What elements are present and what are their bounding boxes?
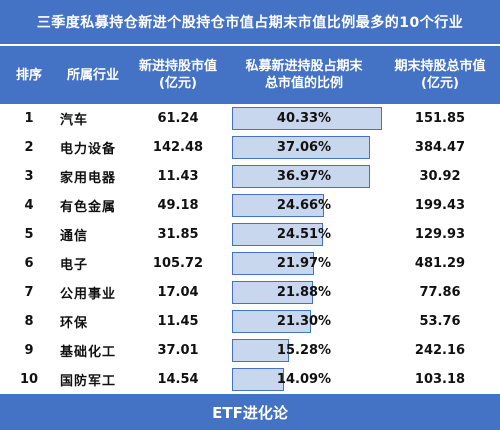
ratio-bar (232, 136, 370, 159)
cell-industry: 电子 (60, 258, 89, 273)
ratio-label: 21.97% (276, 256, 332, 271)
cell-rank: 10 (19, 372, 39, 387)
cell-industry: 环保 (60, 316, 89, 331)
cell-industry: 通信 (60, 229, 89, 244)
ratio-label: 24.66% (276, 198, 332, 213)
cell-ratio: 37.06% (228, 133, 380, 162)
cell-ratio: 21.97% (228, 249, 380, 278)
ratio-bar (232, 223, 324, 246)
cell-ratio: 15.28% (228, 336, 380, 365)
cell-rank: 3 (24, 169, 34, 184)
cell-new-value: 142.48 (152, 140, 204, 155)
cell-industry: 国防军工 (60, 374, 117, 389)
cell-rank: 6 (24, 256, 34, 271)
table-body: 1 汽车 61.24 40.33% 151.85 2 电力设备 142.48 37.06% 384… (0, 104, 500, 394)
cell-ratio: 24.51% (228, 220, 380, 249)
ratio-bar (232, 107, 382, 130)
table-row: 9 基础化工 37.01 15.28% 242.16 (0, 336, 500, 365)
ratio-label: 21.88% (276, 285, 332, 300)
table-title: 三季度私募持仓新进个股持仓市值占期末市值比例最多的10个行业 (0, 0, 500, 44)
cell-rank: 1 (24, 111, 34, 126)
ratio-label: 37.06% (276, 140, 332, 155)
cell-total-value: 199.43 (414, 198, 466, 213)
cell-total-value: 129.93 (414, 227, 466, 242)
cell-new-value: 61.24 (157, 111, 199, 126)
cell-industry: 基础化工 (60, 345, 117, 360)
cell-total-value: 77.86 (419, 285, 461, 300)
ratio-bar (232, 194, 324, 217)
cell-new-value: 11.45 (157, 314, 199, 329)
column-header-rank: 排序 (15, 67, 42, 83)
ratio-bar (232, 252, 314, 275)
table-row: 3 家用电器 11.43 36.97% 30.92 (0, 162, 500, 191)
cell-ratio: 14.09% (228, 365, 380, 394)
table-header: 排序 所属行业 新进持股市值 (亿元) 私募新进持股占期末 总市值的比例 期末持… (0, 44, 500, 104)
cell-rank: 2 (24, 140, 34, 155)
ratio-bar (232, 339, 289, 362)
cell-rank: 7 (24, 285, 34, 300)
cell-total-value: 481.29 (414, 256, 466, 271)
table-row: 2 电力设备 142.48 37.06% 384.47 (0, 133, 500, 162)
ratio-label: 15.28% (276, 343, 332, 358)
cell-new-value: 14.54 (157, 372, 199, 387)
footer-brand: ETF进化论 (0, 394, 500, 430)
cell-total-value: 30.92 (419, 169, 461, 184)
ratio-label: 21.30% (276, 314, 332, 329)
cell-industry: 汽车 (60, 113, 89, 128)
table-row: 5 通信 31.85 24.51% 129.93 (0, 220, 500, 249)
ratio-label: 14.09% (276, 372, 332, 387)
ratio-label: 24.51% (276, 227, 332, 242)
table-row: 8 环保 11.45 21.30% 53.76 (0, 307, 500, 336)
table-row: 7 公用事业 17.04 21.88% 77.86 (0, 278, 500, 307)
cell-total-value: 384.47 (414, 140, 466, 155)
cell-rank: 4 (24, 198, 34, 213)
cell-industry: 公用事业 (60, 287, 117, 302)
table-row: 4 有色金属 49.18 24.66% 199.43 (0, 191, 500, 220)
cell-total-value: 242.16 (414, 343, 466, 358)
cell-total-value: 53.76 (419, 314, 461, 329)
cell-new-value: 105.72 (152, 256, 204, 271)
table-row: 6 电子 105.72 21.97% 481.29 (0, 249, 500, 278)
table-row: 1 汽车 61.24 40.33% 151.85 (0, 104, 500, 133)
ratio-bar (232, 310, 312, 333)
cell-total-value: 151.85 (414, 111, 466, 126)
ratio-bar (232, 368, 285, 391)
cell-ratio: 21.30% (228, 307, 380, 336)
cell-ratio: 24.66% (228, 191, 380, 220)
cell-new-value: 31.85 (157, 227, 199, 242)
cell-rank: 9 (24, 343, 34, 358)
table-row: 10 国防军工 14.54 14.09% 103.18 (0, 365, 500, 394)
column-header-total-value: 期末持股总市值 (亿元) (394, 59, 486, 91)
ratio-label: 40.33% (276, 111, 332, 126)
cell-ratio: 40.33% (228, 104, 382, 133)
cell-rank: 8 (24, 314, 34, 329)
cell-ratio: 21.88% (228, 278, 380, 307)
column-header-new-value: 新进持股市值 (亿元) (138, 59, 217, 91)
cell-total-value: 103.18 (414, 372, 466, 387)
column-header-ratio: 私募新进持股占期末 总市值的比例 (245, 59, 363, 91)
cell-new-value: 37.01 (157, 343, 199, 358)
cell-new-value: 49.18 (157, 198, 199, 213)
cell-industry: 家用电器 (60, 171, 117, 186)
cell-ratio: 36.97% (228, 162, 380, 191)
column-header-industry: 所属行业 (66, 67, 119, 83)
ratio-bar (232, 165, 370, 188)
ratio-label: 36.97% (276, 169, 332, 184)
cell-industry: 有色金属 (60, 200, 117, 215)
cell-new-value: 11.43 (157, 169, 199, 184)
cell-rank: 5 (24, 227, 34, 242)
ratio-bar (232, 281, 314, 304)
cell-industry: 电力设备 (60, 142, 117, 157)
cell-new-value: 17.04 (157, 285, 199, 300)
